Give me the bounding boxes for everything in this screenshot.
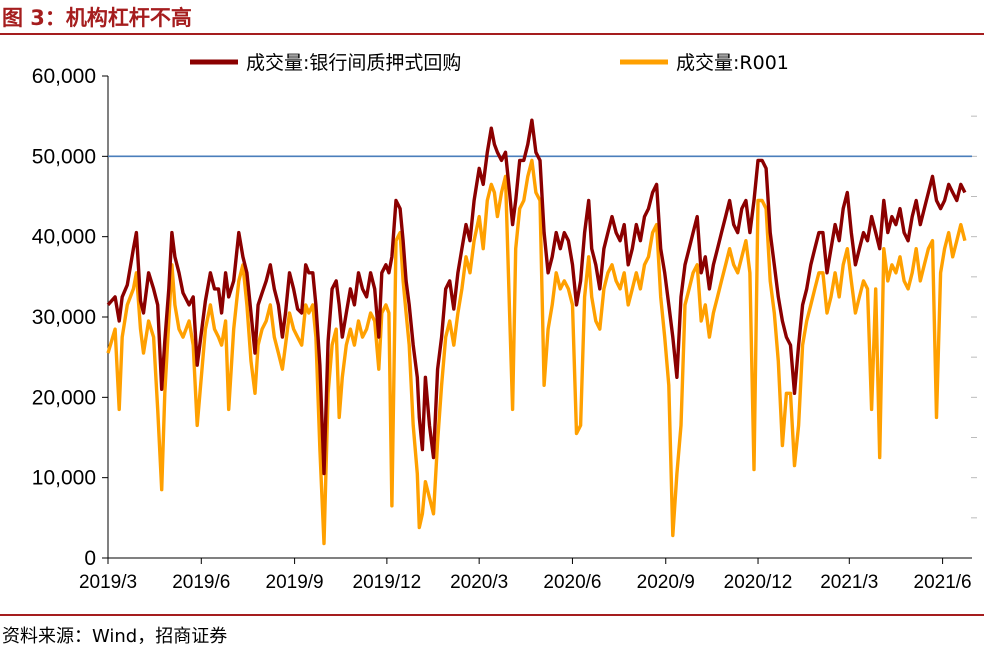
y-tick-label: 10,000 [32, 467, 96, 490]
series-line-r001 [106, 158, 967, 546]
y-tick-label: 60,000 [32, 65, 96, 88]
chart-legend: 成交量:银行间质押式回购 成交量:R001 [190, 52, 789, 74]
x-axis: 2019/3 2019/6 2019/9 2019/12 2020/3 2020/6 202… [79, 557, 972, 593]
x-tick-label: 2021/6 [914, 572, 972, 593]
x-tick-label: 2019/3 [79, 572, 137, 593]
x-tick-label: 2020/9 [637, 572, 695, 593]
right-axis-ticks [971, 115, 977, 519]
y-tick-label: 50,000 [32, 145, 96, 168]
x-tick-label: 2019/12 [353, 572, 422, 593]
legend-label-bank-repo: 成交量:银行间质押式回购 [246, 52, 461, 74]
x-tick-label: 2019/6 [172, 572, 230, 593]
x-tick-label: 2019/9 [266, 572, 324, 593]
source-divider [0, 614, 984, 616]
y-axis: 0 10,000 20,000 30,000 40,000 50,000 60,000 [32, 65, 109, 570]
line-chart: 成交量:银行间质押式回购 成交量:R001 0 10,000 20,000 30,000… [32, 52, 977, 593]
figure-title: 图 3：机构杠杆不高 [2, 6, 192, 30]
x-tick-label: 2020/12 [724, 572, 793, 593]
y-tick-label: 0 [84, 547, 96, 570]
x-tick-label: 2021/3 [820, 572, 878, 593]
title-divider [0, 33, 984, 35]
series-layer [106, 118, 967, 546]
y-tick-label: 40,000 [32, 226, 96, 249]
source-note: 资料来源：Wind，招商证券 [2, 626, 228, 647]
series-line-bank-repo [106, 118, 967, 476]
x-tick-label: 2020/3 [450, 572, 508, 593]
legend-label-r001: 成交量:R001 [676, 52, 789, 74]
y-tick-label: 20,000 [32, 386, 96, 409]
x-tick-label: 2020/6 [543, 572, 601, 593]
y-tick-label: 30,000 [32, 306, 96, 329]
